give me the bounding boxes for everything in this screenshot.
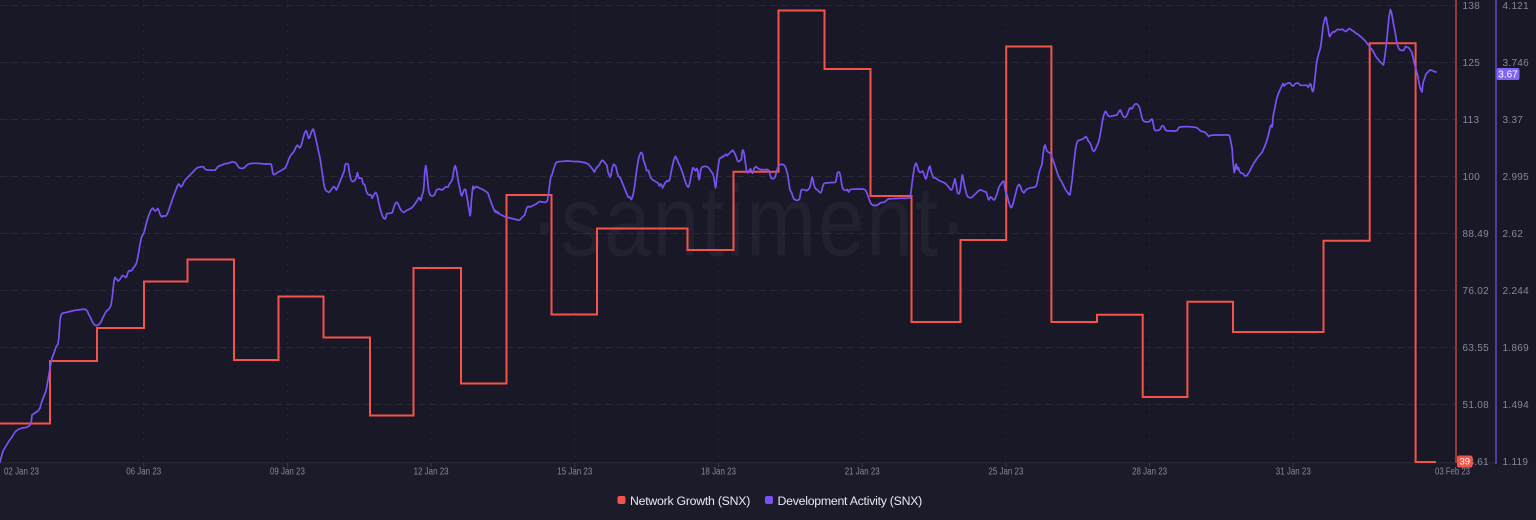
svg-text:3.37: 3.37 [1503,115,1524,126]
svg-text:18 Jan 23: 18 Jan 23 [701,467,736,478]
svg-text:03 Feb 23: 03 Feb 23 [1435,467,1470,478]
svg-text:138: 138 [1463,1,1481,12]
svg-text:02 Jan 23: 02 Jan 23 [4,467,39,478]
svg-text:3.67: 3.67 [1498,70,1518,81]
svg-text:·santiment·: ·santiment· [531,165,970,278]
svg-text:39: 39 [1460,457,1471,468]
svg-text:1.119: 1.119 [1503,457,1529,468]
svg-text:38.61: 38.61 [1463,457,1490,468]
svg-text:28 Jan 23: 28 Jan 23 [1132,467,1167,478]
svg-text:2.995: 2.995 [1503,172,1530,183]
svg-text:100: 100 [1463,172,1481,183]
svg-text:1.494: 1.494 [1503,400,1530,411]
svg-text:1.869: 1.869 [1503,343,1530,354]
svg-text:09 Jan 23: 09 Jan 23 [270,467,305,478]
svg-text:06 Jan 23: 06 Jan 23 [126,467,161,478]
svg-text:51.08: 51.08 [1463,400,1490,411]
svg-text:3.746: 3.746 [1503,58,1530,69]
svg-text:Network Growth (SNX): Network Growth (SNX) [630,494,750,508]
svg-text:12 Jan 23: 12 Jan 23 [414,467,449,478]
svg-text:125: 125 [1463,58,1481,69]
svg-text:25 Jan 23: 25 Jan 23 [988,467,1023,478]
svg-text:88.49: 88.49 [1463,229,1490,240]
svg-text:15 Jan 23: 15 Jan 23 [557,467,592,478]
svg-text:31 Jan 23: 31 Jan 23 [1276,467,1311,478]
svg-text:4.121: 4.121 [1503,1,1530,12]
svg-text:76.02: 76.02 [1463,286,1490,297]
svg-text:2.62: 2.62 [1503,229,1524,240]
svg-text:2.244: 2.244 [1503,286,1530,297]
svg-text:63.55: 63.55 [1463,343,1490,354]
svg-text:21 Jan 23: 21 Jan 23 [845,467,880,478]
svg-text:113: 113 [1463,115,1480,126]
svg-text:Development Activity (SNX): Development Activity (SNX) [778,494,923,508]
